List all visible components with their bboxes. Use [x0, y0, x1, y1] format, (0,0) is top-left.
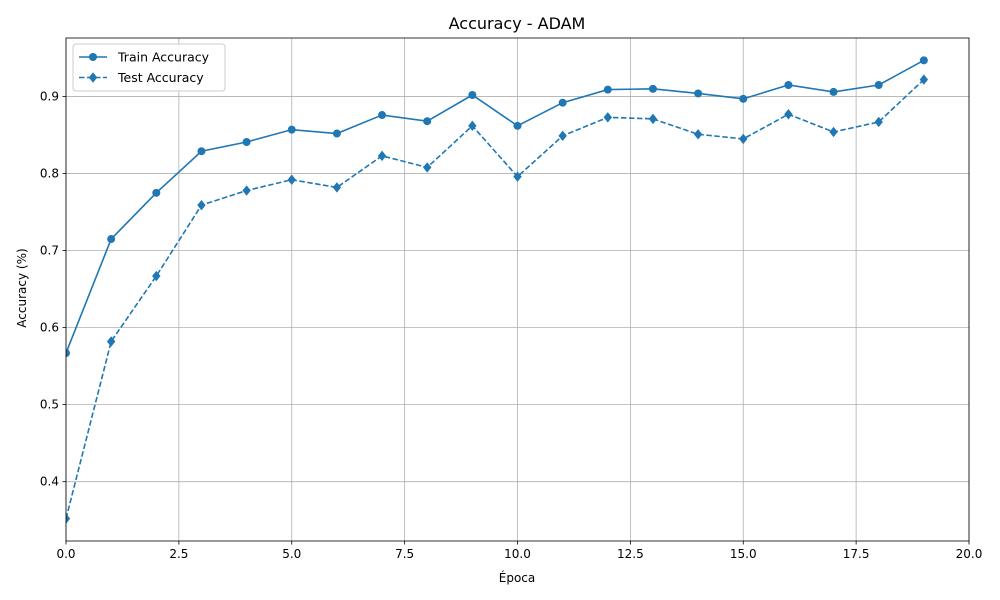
y-axis-title: Accuracy (%) — [15, 248, 29, 327]
test-accuracy-point — [197, 199, 206, 211]
train-accuracy-line — [66, 59, 925, 354]
train-accuracy-series — [66, 56, 928, 358]
train-accuracy-point — [603, 85, 612, 94]
axis-ticks: 0.0 2.5 5.0 7.5 10.0 12.5 15.0 17.5 20.0 0.4 0.5 0.… — [40, 90, 982, 561]
x-tick-label: 12.5 — [617, 547, 644, 561]
test-accuracy-point — [377, 150, 387, 162]
train-accuracy-point — [874, 80, 883, 89]
x-tick-label: 0.0 — [56, 547, 75, 561]
x-tick-label: 10.0 — [504, 547, 531, 561]
test-accuracy-point — [693, 129, 703, 140]
legend-train-accuracy-label: Train Accuracy — [117, 50, 210, 65]
train-accuracy-point — [332, 129, 341, 138]
test-accuracy-series — [66, 74, 929, 524]
test-accuracy-point — [874, 116, 883, 128]
x-tick-label: 2.5 — [169, 547, 188, 561]
y-tick-label: 0.8 — [40, 167, 59, 181]
train-accuracy-point — [66, 349, 70, 358]
train-accuracy-point — [287, 125, 296, 134]
train-accuracy-point — [648, 84, 657, 93]
legend-box — [72, 43, 226, 92]
test-accuracy-point — [287, 174, 296, 185]
x-tick-label: 17.5 — [843, 547, 870, 561]
y-tick-label: 0.6 — [40, 321, 59, 335]
y-tick-label: 0.5 — [40, 398, 59, 412]
x-tick-label: 20.0 — [956, 547, 983, 561]
x-axis-title: Época — [499, 570, 536, 585]
test-accuracy-point — [919, 74, 929, 85]
test-accuracy-point — [829, 126, 838, 138]
x-tick-label: 5.0 — [282, 547, 301, 561]
test-accuracy-point — [603, 112, 612, 123]
series-layer — [66, 56, 929, 524]
test-accuracy-line — [66, 79, 925, 519]
train-accuracy-point — [739, 94, 748, 103]
test-accuracy-point — [423, 162, 432, 173]
y-tick-label: 0.9 — [40, 90, 59, 104]
train-accuracy-point — [378, 111, 387, 120]
test-accuracy-point — [784, 109, 793, 120]
y-tick-label: 0.4 — [40, 475, 59, 489]
test-accuracy-point — [513, 171, 522, 182]
test-accuracy-point — [332, 182, 342, 193]
train-accuracy-point — [152, 188, 161, 197]
chart-title: Accuracy - ADAM — [449, 14, 586, 33]
test-accuracy-point — [468, 120, 477, 132]
legend: Train Accuracy Test Accuracy — [72, 43, 226, 92]
train-accuracy-point — [197, 147, 206, 156]
legend-test-accuracy-label: Test Accuracy — [117, 70, 204, 85]
test-accuracy-point — [242, 185, 251, 196]
test-accuracy-point — [558, 130, 567, 142]
x-tick-label: 15.0 — [730, 547, 757, 561]
test-accuracy-point — [739, 133, 748, 145]
train-accuracy-point — [558, 98, 567, 107]
train-accuracy-point — [513, 121, 522, 130]
x-tick-label: 7.5 — [395, 547, 414, 561]
test-accuracy-point — [152, 270, 161, 282]
test-accuracy-point — [66, 513, 71, 524]
train-accuracy-point — [919, 56, 928, 65]
test-accuracy-point — [648, 113, 658, 125]
train-accuracy-point — [468, 91, 477, 100]
legend-train-accuracy-marker — [89, 53, 97, 61]
train-accuracy-point — [829, 87, 838, 96]
train-accuracy-point — [784, 80, 793, 89]
train-accuracy-point — [694, 89, 703, 98]
test-accuracy-point — [106, 336, 116, 347]
train-accuracy-point — [423, 117, 432, 126]
legend-test-accuracy-marker — [88, 72, 98, 83]
y-tick-label: 0.7 — [40, 244, 59, 258]
train-accuracy-point — [107, 235, 116, 244]
train-accuracy-point — [242, 137, 251, 146]
